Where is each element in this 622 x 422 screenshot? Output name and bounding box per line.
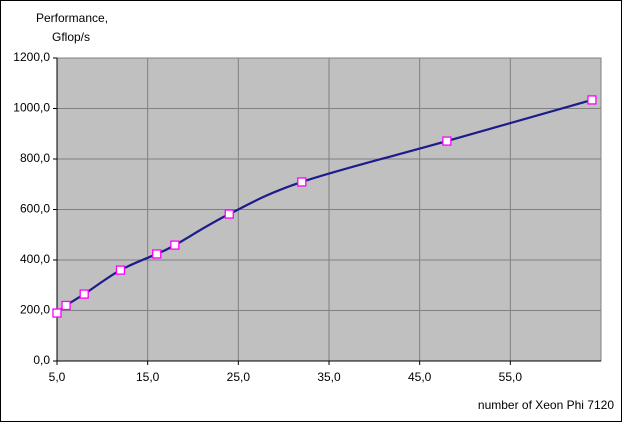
x-tick-label: 5,0 [49, 370, 66, 384]
y-tick-label: 600,0 [20, 202, 50, 216]
y-tick-label: 200,0 [20, 303, 50, 317]
x-tick-label: 25,0 [227, 370, 251, 384]
data-point [442, 136, 452, 146]
y-tick-label: 1200,0 [13, 50, 50, 64]
data-point [79, 289, 89, 299]
data-point [297, 177, 307, 187]
x-tick-label: 15,0 [136, 370, 160, 384]
x-tick-label: 45,0 [408, 370, 432, 384]
data-point [152, 249, 162, 259]
y-tick-label: 400,0 [20, 252, 50, 266]
data-point [170, 240, 180, 250]
data-point [52, 308, 62, 318]
y-axis-label: Performance, [36, 11, 108, 25]
data-point [61, 300, 71, 311]
y-tick-label: 0,0 [33, 353, 50, 367]
data-point [224, 209, 234, 219]
y-tick-label: 800,0 [20, 151, 50, 165]
data-point [115, 265, 126, 275]
data-point [587, 95, 597, 105]
x-tick-label: 55,0 [499, 370, 523, 384]
y-axis-label: Gflop/s [52, 30, 90, 44]
y-tick-label: 1000,0 [13, 101, 50, 115]
x-tick-label: 35,0 [317, 370, 341, 384]
x-axis-label: number of Xeon Phi 7120 [478, 398, 614, 412]
